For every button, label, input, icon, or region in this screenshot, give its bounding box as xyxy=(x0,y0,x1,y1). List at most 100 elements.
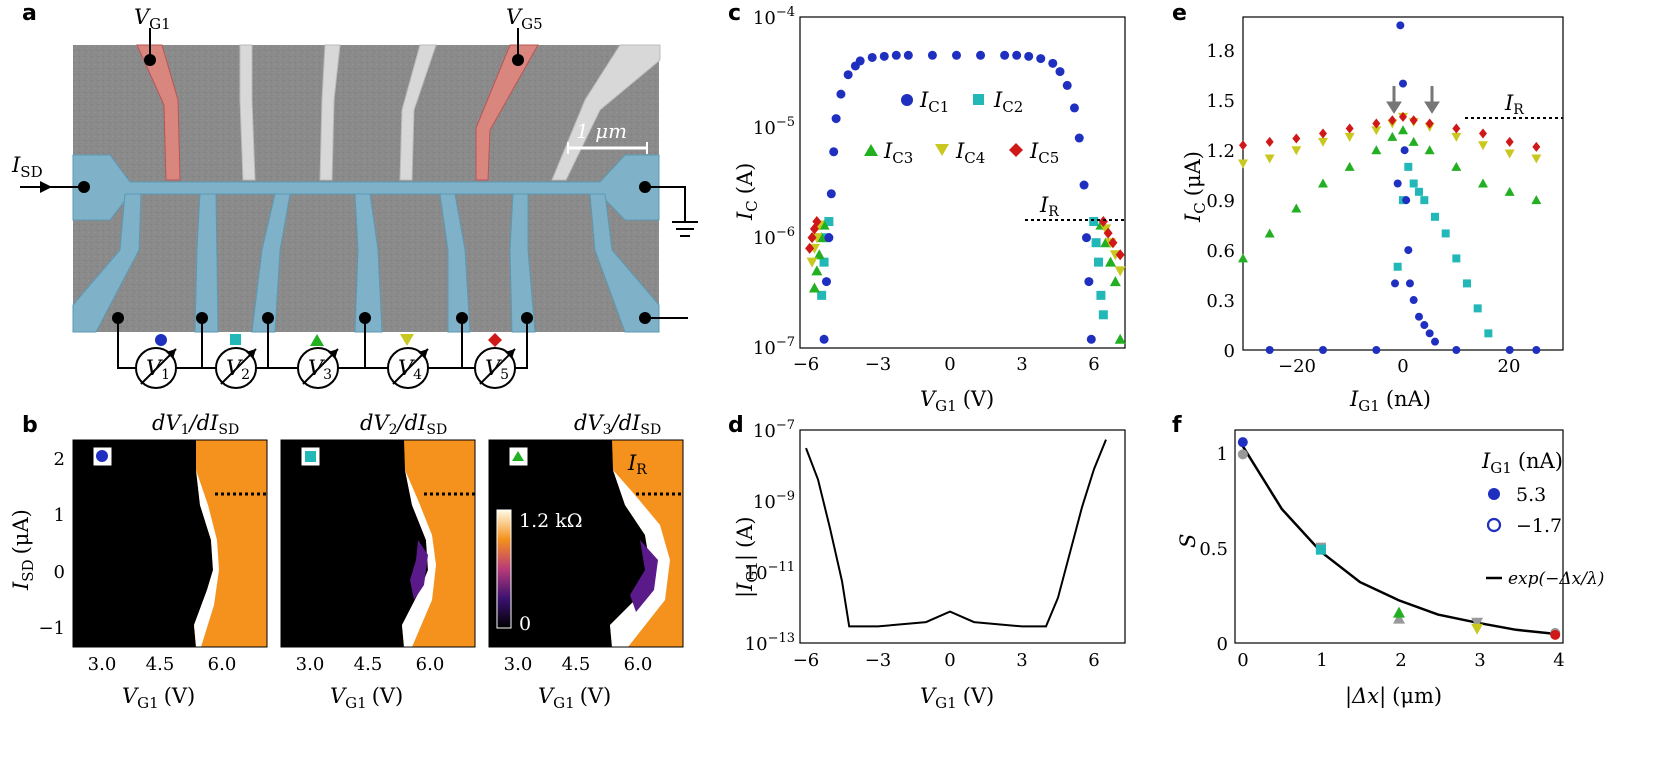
svg-text:4.5: 4.5 xyxy=(146,654,175,675)
chart-c-point-ic2 xyxy=(824,217,834,227)
colorbar-max: 1.2 kΩ xyxy=(519,510,583,532)
panel-label-c: c xyxy=(728,1,741,26)
chart-e-point-ic3 xyxy=(1387,131,1398,141)
svg-text:3: 3 xyxy=(1016,650,1027,671)
chart-e-point-ic3 xyxy=(1478,178,1488,188)
chart-c-point-ic1 xyxy=(831,114,841,124)
chart-c-point-ic4 xyxy=(1114,266,1126,277)
svg-text:V2: V2 xyxy=(226,356,250,383)
map-dv1-marker xyxy=(96,450,108,462)
map-dv3-marker xyxy=(512,451,524,461)
svg-text:1: 1 xyxy=(54,505,65,526)
chart-e-point-ic1 xyxy=(1265,346,1274,354)
svg-text:4.5: 4.5 xyxy=(354,654,383,675)
svg-text:0: 0 xyxy=(1224,341,1235,362)
chart-e-point-ic5 xyxy=(1479,128,1487,139)
chart-f-frame xyxy=(1234,429,1564,644)
chart-c-point-ic1 xyxy=(976,50,986,60)
chart-c-point-ic1 xyxy=(855,56,865,66)
chart-c-point-ic3 xyxy=(1109,276,1121,287)
chart-e-point-ic2 xyxy=(1441,229,1450,238)
chart-c-point-ic5 xyxy=(807,232,817,244)
chart-e-point-ic4 xyxy=(1344,132,1355,142)
chart-d-ytick: 10−13 xyxy=(745,631,795,655)
chart-c-point-ic1 xyxy=(927,50,937,60)
svg-text:V3: V3 xyxy=(308,356,332,383)
chart-e-point-ic3 xyxy=(1264,228,1275,238)
map-x-ticks: 3.0 4.5 6.0 3.0 4.5 6.0 3.0 4.5 6.0 xyxy=(88,654,653,675)
chart-c-point-ic1 xyxy=(951,50,961,60)
chart-e-point-ic2 xyxy=(1404,162,1413,171)
chart-e-point-ic5 xyxy=(1399,111,1407,122)
map-y-ticks: 2 1 0 −1 xyxy=(38,449,65,639)
panel-label-e: e xyxy=(1172,1,1187,26)
chart-f-point-filled xyxy=(1237,437,1248,448)
chart-c-point-ic3 xyxy=(808,282,820,293)
chart-c-point-ic1 xyxy=(843,70,853,80)
map-dv3-title: dV3/dISD xyxy=(574,411,661,438)
chart-c-ir-label: IR xyxy=(1039,193,1059,220)
chart-c-point-ic1 xyxy=(819,334,829,344)
legend-ic1: IC1 xyxy=(919,88,949,116)
chart-e-point-ic2 xyxy=(1420,196,1429,205)
chart-e-point-ic2 xyxy=(1393,262,1402,271)
chart-c-point-ic2 xyxy=(1094,257,1104,267)
map-ir-label: IR xyxy=(627,451,647,478)
chart-e-point-ic3 xyxy=(1291,203,1302,213)
chart-e-point-ic3 xyxy=(1398,125,1408,135)
chart-f-legend: IG1 (nA) 5.3 −1.7 exp(−Δx/λ) xyxy=(1481,449,1604,589)
chart-c-point-ic3 xyxy=(1100,237,1112,248)
chart-e-point-ic3 xyxy=(1408,136,1419,146)
chart-e-point-ic4 xyxy=(1371,126,1382,136)
chart-c-point-ic1 xyxy=(1084,277,1094,287)
svg-text:1.5: 1.5 xyxy=(1206,91,1235,112)
chart-e-point-ic3 xyxy=(1318,178,1328,188)
chart-e-point-ic5 xyxy=(1239,140,1247,151)
chart-f-x-ticks: 0 1 2 3 4 xyxy=(1237,650,1564,671)
chart-d-marks xyxy=(805,439,1107,628)
chart-e-point-ic2 xyxy=(1415,187,1423,196)
chart-f-fit-curve xyxy=(1241,445,1556,636)
chart-c-point-ic1 xyxy=(903,50,913,60)
legend-ic1-marker xyxy=(901,94,913,106)
map-dv2-title: dV2/dISD xyxy=(360,411,447,438)
chart-e-point-ic1 xyxy=(1404,246,1413,255)
chart-c-point-ic1 xyxy=(1086,334,1096,344)
chart-c-point-ic5 xyxy=(1115,249,1125,261)
chart-d: 10−13 10−11 10−9 10−7 −6 −3 0 3 6 VG1 (V)… xyxy=(733,418,1126,712)
panel-a-device-image: 1 μm xyxy=(11,5,698,389)
chart-f-marks xyxy=(1237,437,1561,640)
chart-c-point-ic1 xyxy=(1079,180,1089,190)
chart-d-ytick: 10−7 xyxy=(753,418,795,442)
legend-f-fit: exp(−Δx/λ) xyxy=(1508,569,1604,589)
svg-text:6.0: 6.0 xyxy=(624,654,653,675)
chart-c-point-ic1 xyxy=(1012,50,1022,60)
svg-text:3: 3 xyxy=(1016,354,1027,375)
source-label: ISD xyxy=(11,153,43,181)
chart-c-point-ic1 xyxy=(1081,233,1091,243)
chart-d-x-ticks: −6 −3 0 3 6 xyxy=(793,650,1100,671)
chart-c-point-ic1 xyxy=(1036,54,1046,64)
chart-e-point-ic3 xyxy=(1451,161,1462,171)
svg-text:0: 0 xyxy=(944,650,955,671)
chart-e-point-ic1 xyxy=(1505,346,1514,354)
svg-text:3.0: 3.0 xyxy=(504,654,533,675)
map-dv3: 1.2 kΩ 0 IR dV3/dISD xyxy=(488,411,684,648)
chart-e-point-ic3 xyxy=(1531,195,1542,205)
chart-f-xlabel: |Δx| (μm) xyxy=(1345,684,1442,709)
chart-f: 0 0.5 1 0 1 2 3 4 |Δx| (μm) S IG1 (nA) 5.3… xyxy=(1176,429,1604,709)
chart-c-ytick: 10−4 xyxy=(753,5,795,29)
svg-text:0.5: 0.5 xyxy=(1199,539,1228,560)
chart-c-point-ic2 xyxy=(1089,217,1099,227)
chart-c-marks xyxy=(805,50,1126,344)
chart-c-ytick: 10−6 xyxy=(753,225,795,249)
chart-e-ylabel: IC(μA) xyxy=(1181,151,1209,223)
map-xlabel-3: VG1 (V) xyxy=(538,684,611,712)
chart-e-arrows xyxy=(1386,86,1440,114)
chart-d-line xyxy=(805,439,1107,628)
chart-e-point-ic5 xyxy=(1425,118,1434,129)
chart-e-point-ic2 xyxy=(1463,279,1471,288)
svg-text:−6: −6 xyxy=(793,354,820,375)
chart-e-xlabel: IG1 (nA) xyxy=(1349,387,1431,415)
